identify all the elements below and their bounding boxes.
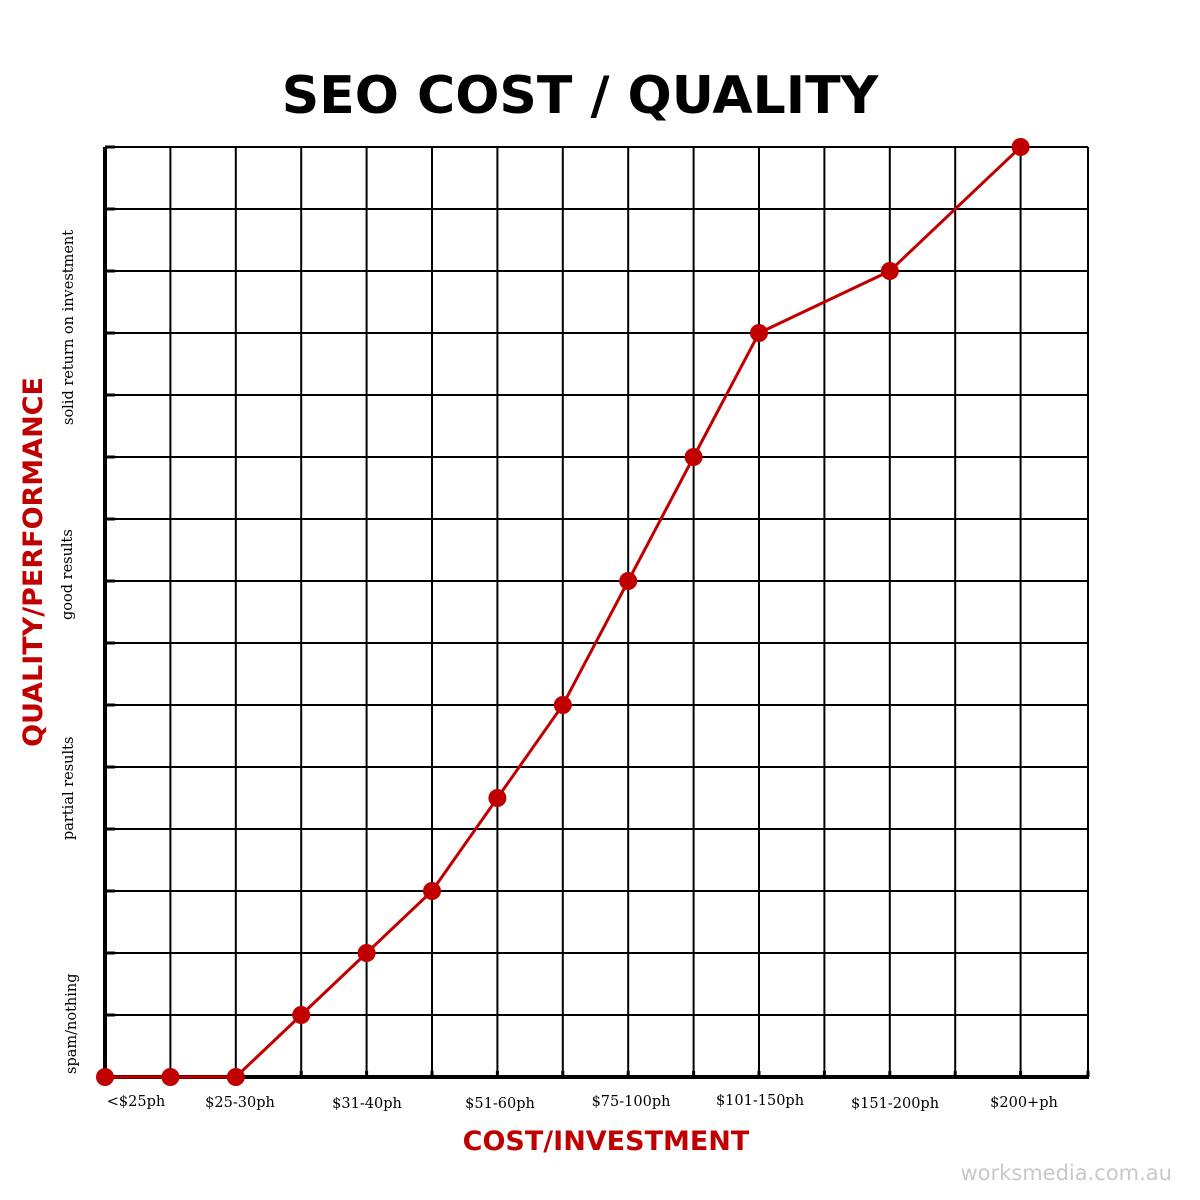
y-quality-label: solid return on investment	[61, 230, 77, 425]
y-quality-label: spam/nothing	[64, 974, 80, 1075]
data-point	[423, 882, 441, 900]
y-axis-title: QUALITY/PERFORMANCE	[18, 377, 49, 747]
x-tick-label: $31-40ph	[332, 1096, 402, 1112]
x-tick-label: $200+ph	[990, 1095, 1058, 1111]
x-tick-labels: <$25ph $25-30ph $31-40ph $51-60ph $75-100ph $…	[107, 1093, 1058, 1112]
x-tick-label: $151-200ph	[851, 1096, 939, 1112]
x-tick-label: $101-150ph	[716, 1093, 804, 1109]
x-tick-label: <$25ph	[107, 1094, 165, 1110]
data-point	[96, 1068, 114, 1086]
chart-axes	[103, 145, 1090, 1079]
data-point	[161, 1068, 180, 1086]
y-quality-label: partial results	[61, 737, 77, 840]
x-axis-title: COST/INVESTMENT	[463, 1126, 750, 1157]
x-tick-label: $75-100ph	[592, 1094, 671, 1110]
data-point	[357, 944, 376, 962]
y-quality-labels: spam/nothing partial results good results s…	[60, 230, 80, 1074]
data-point	[684, 448, 703, 466]
y-quality-label: good results	[60, 529, 76, 620]
x-tick-label: $51-60ph	[465, 1096, 535, 1112]
watermark: worksmedia.com.au	[960, 1161, 1172, 1185]
chart-title: SEO COST / QUALITY	[282, 66, 880, 126]
data-point	[750, 324, 768, 342]
data-point	[226, 1068, 245, 1086]
data-point	[880, 262, 899, 280]
series-line-group	[96, 138, 1030, 1086]
data-point	[619, 572, 638, 590]
data-point	[553, 696, 572, 714]
chart-grid	[105, 146, 1089, 1077]
x-tick-label: $25-30ph	[205, 1095, 275, 1111]
data-point	[488, 789, 507, 807]
data-point	[292, 1006, 311, 1024]
data-point	[1011, 138, 1030, 156]
